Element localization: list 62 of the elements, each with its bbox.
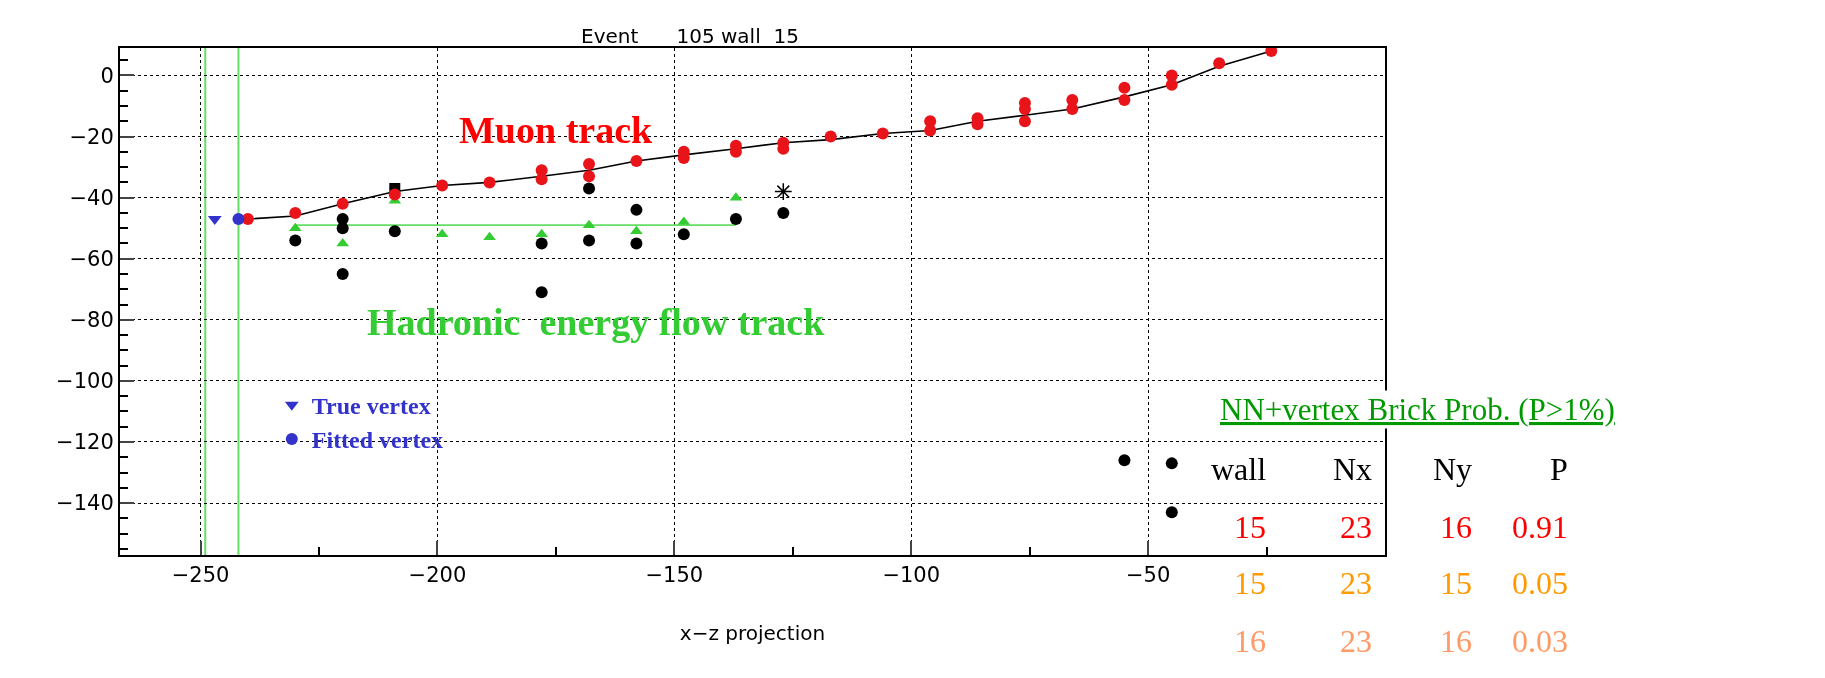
y-tick-label: −140 [56, 491, 114, 516]
point [824, 130, 837, 143]
point [483, 231, 496, 241]
point [289, 206, 302, 219]
point [1118, 81, 1131, 94]
point [774, 182, 793, 201]
x-tick-label: −50 [1125, 563, 1171, 588]
point [1213, 57, 1226, 70]
y-tick-label: −20 [69, 124, 114, 149]
text: 16 23 16 0.03 [1234, 623, 1568, 659]
point [289, 234, 302, 247]
point [336, 268, 349, 280]
point [336, 222, 349, 235]
point [535, 286, 548, 299]
point [1118, 454, 1131, 467]
x-tick-label: −250 [171, 563, 230, 588]
legend-label: Fitted vertex [311, 427, 444, 454]
annotation: Hadronic energy flow track [367, 301, 826, 343]
x-tick-label: −100 [882, 563, 941, 588]
point [583, 158, 596, 171]
y-tick-label: −120 [56, 430, 114, 455]
point [535, 173, 548, 186]
x-tick-label: −200 [408, 563, 467, 588]
legend-label: True vertex [311, 393, 431, 420]
point [583, 234, 596, 247]
point [483, 176, 496, 189]
text: wall Nx Ny P [1211, 451, 1568, 487]
y-tick-label: −100 [56, 369, 114, 394]
point [1018, 115, 1031, 128]
y-tick-label: 0 [100, 63, 114, 88]
point [1165, 506, 1178, 519]
point [388, 225, 401, 238]
annotation: Muon track [459, 109, 654, 151]
text: 15 23 15 0.05 [1234, 565, 1568, 601]
point [232, 213, 245, 226]
point [336, 197, 349, 210]
text: NN+vertex Brick Prob. (P>1%) [1220, 392, 1615, 427]
point [535, 237, 548, 250]
point [583, 170, 596, 183]
point [583, 182, 596, 195]
point [336, 237, 350, 247]
x-tick-label: −150 [645, 563, 704, 588]
point [876, 127, 889, 140]
point [777, 206, 790, 219]
x-axis-title: x−z projection [679, 621, 826, 646]
point [630, 203, 643, 216]
point [388, 188, 401, 201]
point [677, 228, 690, 241]
chart-title: Event 105 wall 15 [581, 24, 799, 48]
point [435, 228, 449, 238]
point [1066, 103, 1079, 116]
y-tick-label: −40 [69, 186, 114, 211]
point [729, 213, 742, 226]
point [535, 228, 549, 238]
text: 15 23 16 0.91 [1234, 509, 1568, 545]
point [1165, 457, 1178, 470]
point [630, 155, 643, 167]
y-tick-label: −60 [69, 247, 114, 272]
point [630, 237, 643, 250]
point [436, 179, 449, 192]
y-tick-label: −80 [69, 308, 114, 333]
point [1118, 93, 1131, 106]
